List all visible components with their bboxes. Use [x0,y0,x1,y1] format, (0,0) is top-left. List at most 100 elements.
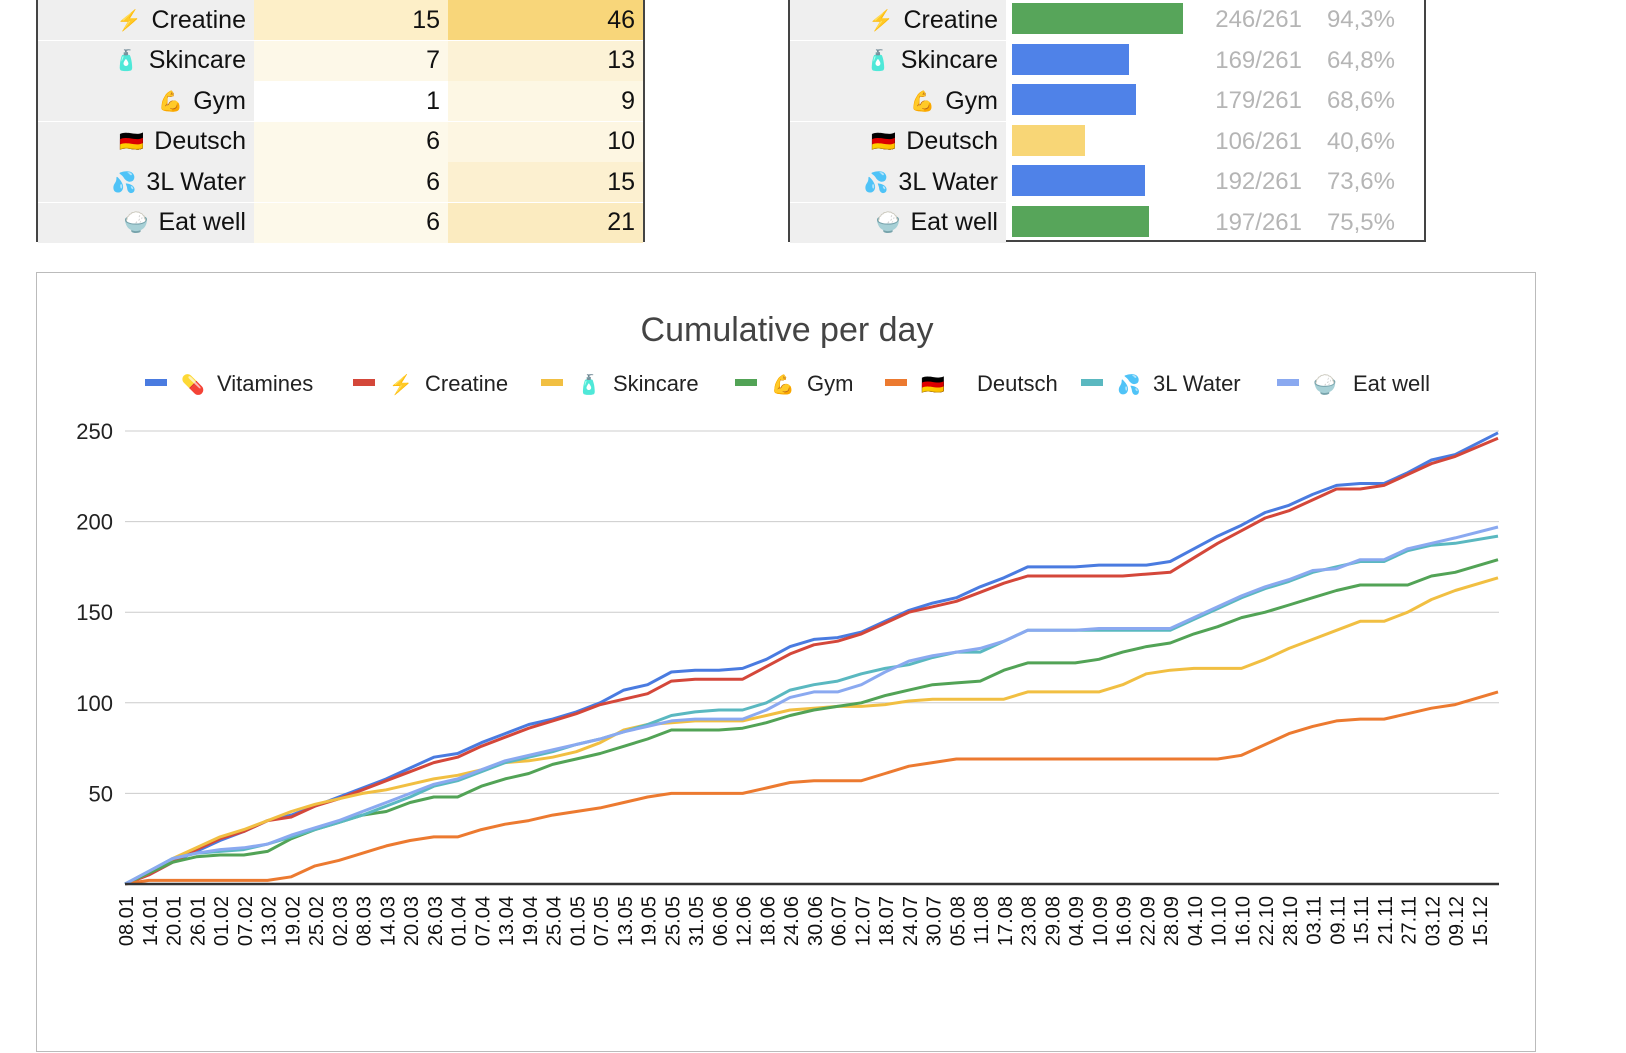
habit-name-cell: ⚡ Creatine [790,0,1006,40]
progress-count: 179/261 [1215,87,1302,114]
count-cell-a: 15 [254,0,448,40]
x-tick-label: 01.04 [449,896,471,946]
x-tick-label: 26.01 [187,896,209,946]
series-line-gym [124,558,1499,886]
count-cell-b: 9 [448,81,643,121]
x-tick-label: 02.03 [330,896,352,946]
x-tick-label: 19.05 [639,896,661,946]
x-tick-label: 30.06 [805,896,827,946]
progress-percent: 75,5% [1326,208,1395,236]
habit-emoji-icon: 🇩🇪 [119,131,145,153]
progress-percent: 40,6% [1326,127,1395,155]
cumulative-chart: Cumulative per day 💊 Vitamines ⚡ Creatine 🧴 Sk… [36,272,1536,1052]
series-line-eat-well [124,525,1499,886]
table-row: ⚡ Creatine 246/261 94,3% [790,0,1424,40]
habit-emoji-icon: 🍚 [875,212,901,234]
habit-name: Creatine [151,5,247,34]
count-cell-b: 46 [448,0,643,40]
habit-progress-table: ⚡ Creatine 246/261 94,3% 🧴 Skincare 169/261 64,… [788,0,1426,243]
count-cell-b: 15 [448,162,643,202]
x-tick-label: 24.07 [900,896,922,946]
count-cell-a: 7 [254,40,448,81]
x-tick-label: 16.09 [1114,896,1136,946]
x-tick-label: 22.09 [1137,896,1159,946]
habit-name-cell: 💪 Gym [790,81,1006,121]
legend-label: Vitamines [217,371,313,396]
x-tick-label: 20.01 [164,896,186,946]
habit-name-cell: 🍚 Eat well [790,202,1006,243]
count-cell-a: 6 [254,202,448,243]
habit-emoji-icon: 💦 [111,171,137,194]
x-tick-label: 03.12 [1422,896,1444,946]
count-cell-a: 6 [254,121,448,162]
series-line-vitamines [124,431,1499,886]
habit-name: 3L Water [146,167,246,196]
table-row: 💪 Gym 179/261 68,6% [790,81,1424,121]
progress-bar [1012,165,1146,196]
habit-name-cell: 💪 Gym [38,81,254,121]
progress-bar [1012,124,1086,156]
habit-name-cell: 🧴 Skincare [38,40,254,81]
habit-emoji-icon: 💦 [863,171,889,194]
x-tick-label: 17.08 [995,896,1017,946]
table-row: 💦 3L Water 192/261 73,6% [790,162,1424,202]
table-row: 🍚 Eat well 197/261 75,5% [790,202,1424,243]
legend-swatch [541,379,563,386]
x-tick-label: 16.10 [1232,896,1254,946]
x-tick-label: 21.11 [1375,896,1397,945]
habit-counts-table: ⚡ Creatine 15 46 🧴 Skincare 7 13 💪 Gym 1 9 🇩🇪 Deutsch… [36,0,645,243]
progress-bar [1012,43,1130,75]
legend-label: Gym [807,371,853,396]
y-tick-label: 50 [89,781,113,806]
progress-bar [1012,84,1137,115]
legend-emoji-icon: 🍚 [1313,373,1337,396]
x-tick-label: 09.12 [1446,896,1468,946]
x-tick-label: 04.10 [1185,896,1207,946]
progress-count: 192/261 [1215,168,1302,195]
x-tick-label: 28.09 [1161,896,1183,946]
habit-name-cell: 🧴 Skincare [790,40,1006,81]
x-tick-label: 28.10 [1280,896,1302,946]
x-tick-label: 23.08 [1019,896,1041,946]
x-tick-label: 31.05 [686,896,708,946]
x-tick-label: 30.07 [924,896,946,946]
habit-name: Gym [193,86,246,115]
habit-name: Creatine [903,5,999,34]
legend-emoji-icon: 🧴 [577,373,601,396]
y-tick-label: 100 [76,691,113,716]
habit-name-cell: ⚡ Creatine [38,0,254,40]
legend-emoji-icon: ⚡ [389,373,413,396]
chart-svg: Cumulative per day 💊 Vitamines ⚡ Creatine 🧴 Sk… [76,311,1499,946]
count-cell-b: 21 [448,202,643,243]
x-tick-label: 11.08 [971,896,993,945]
y-tick-label: 200 [76,510,113,535]
habit-emoji-icon: ⚡ [868,9,894,32]
legend-emoji-icon: 💦 [1117,372,1141,396]
x-tick-label: 12.07 [852,896,874,946]
legend-label: Creatine [425,371,508,396]
x-tick-label: 10.10 [1209,896,1231,946]
table-row: 💦 3L Water 6 15 [38,162,643,202]
x-tick-label: 05.08 [947,896,969,946]
x-tick-label: 14.01 [140,896,162,946]
habit-name: Skincare [900,46,998,74]
x-tick-label: 25.02 [306,896,328,946]
series-line-creatine [124,436,1499,886]
x-tick-label: 15.12 [1470,896,1492,946]
x-tick-label: 07.04 [472,896,494,946]
habit-emoji-icon: ⚡ [116,9,142,32]
table-row: 💪 Gym 1 9 [38,81,643,121]
x-tick-label: 13.05 [615,896,637,946]
series-line-3l-water [124,534,1499,886]
series-line-skincare [124,576,1499,886]
x-tick-label: 20.03 [401,896,423,946]
habit-name: Gym [945,86,998,115]
habit-emoji-icon: 🍚 [123,212,149,234]
chart-title: Cumulative per day [641,311,934,349]
progress-percent: 68,6% [1326,87,1395,114]
y-tick-label: 150 [76,600,113,625]
legend-swatch [145,379,167,386]
count-cell-a: 1 [254,81,448,121]
habit-name-cell: 🍚 Eat well [38,202,254,243]
habit-name: Deutsch [154,127,246,155]
